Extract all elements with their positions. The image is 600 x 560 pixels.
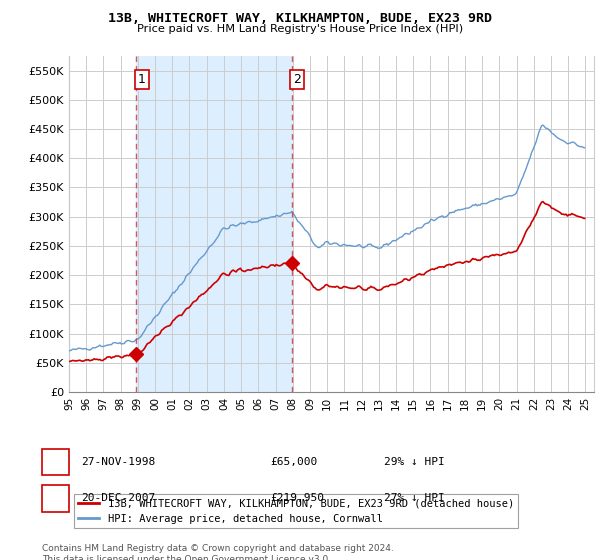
Text: £65,000: £65,000 — [270, 457, 317, 467]
Text: 2: 2 — [52, 493, 59, 503]
Text: 1: 1 — [137, 73, 146, 86]
Text: 27% ↓ HPI: 27% ↓ HPI — [384, 493, 445, 503]
Text: 29% ↓ HPI: 29% ↓ HPI — [384, 457, 445, 467]
Text: Contains HM Land Registry data © Crown copyright and database right 2024.
This d: Contains HM Land Registry data © Crown c… — [42, 544, 394, 560]
Legend: 13B, WHITECROFT WAY, KILKHAMPTON, BUDE, EX23 9RD (detached house), HPI: Average : 13B, WHITECROFT WAY, KILKHAMPTON, BUDE, … — [74, 494, 518, 528]
Text: 27-NOV-1998: 27-NOV-1998 — [81, 457, 155, 467]
Bar — [136, 56, 292, 392]
Text: 13B, WHITECROFT WAY, KILKHAMPTON, BUDE, EX23 9RD: 13B, WHITECROFT WAY, KILKHAMPTON, BUDE, … — [108, 12, 492, 25]
Text: Price paid vs. HM Land Registry's House Price Index (HPI): Price paid vs. HM Land Registry's House … — [137, 24, 463, 34]
Text: 1: 1 — [52, 457, 59, 467]
Text: 20-DEC-2007: 20-DEC-2007 — [81, 493, 155, 503]
Text: £219,950: £219,950 — [270, 493, 324, 503]
Text: 2: 2 — [293, 73, 301, 86]
